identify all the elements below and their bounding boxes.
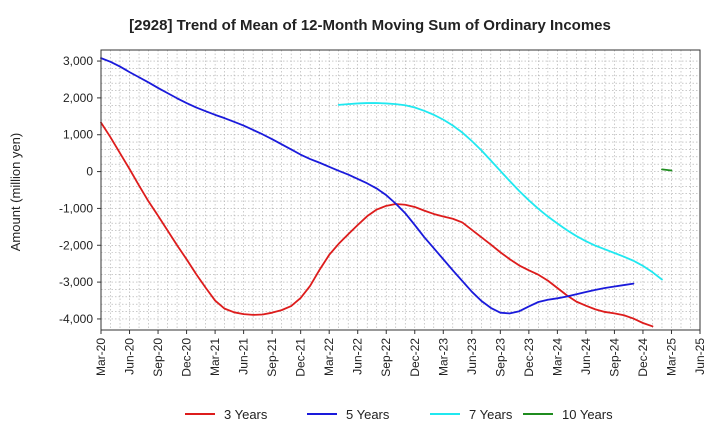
x-tick-label: Jun-21 xyxy=(237,338,251,375)
x-tick-label: Jun-23 xyxy=(465,338,479,375)
y-tick-label: -3,000 xyxy=(59,275,93,289)
x-tick-label: Mar-22 xyxy=(322,338,336,376)
x-tick-label: Mar-21 xyxy=(208,338,222,376)
chart-title: [2928] Trend of Mean of 12-Month Moving … xyxy=(129,17,611,34)
x-tick-label: Dec-22 xyxy=(408,338,422,377)
x-tick-label: Dec-21 xyxy=(294,338,308,377)
x-tick-label: Sep-24 xyxy=(607,338,621,377)
series-line-3-years xyxy=(100,121,654,328)
x-tick-label: Dec-20 xyxy=(180,338,194,377)
y-tick-label: 0 xyxy=(86,165,93,179)
x-axis-ticks: Mar-20 Jun-20 Sep-20 Dec-20 Mar-21 Jun-21 Sep-… xyxy=(94,330,707,377)
x-tick-label: Mar-20 xyxy=(94,338,108,376)
series-line-5-years xyxy=(100,57,635,315)
series-line-7-years xyxy=(337,102,663,281)
x-tick-label: Sep-20 xyxy=(151,338,165,377)
legend: 3 Years 5 Years 7 Years 10 Years xyxy=(185,407,613,422)
y-tick-label: 2,000 xyxy=(63,91,93,105)
x-tick-label: Mar-25 xyxy=(664,338,678,376)
y-tick-label: -4,000 xyxy=(59,312,93,326)
y-tick-label: -2,000 xyxy=(59,238,93,252)
x-tick-label: Mar-23 xyxy=(436,338,450,376)
y-axis-ticks: 3,000 2,000 1,000 0 -1,000 -2,000 -3,000 -4,000 xyxy=(59,54,101,326)
legend-label: 5 Years xyxy=(346,407,390,422)
series-group xyxy=(100,57,673,328)
x-tick-label: Sep-21 xyxy=(265,338,279,377)
x-tick-label: Jun-20 xyxy=(123,338,137,375)
y-tick-label: -1,000 xyxy=(59,201,93,215)
x-tick-label: Sep-23 xyxy=(493,338,507,377)
x-tick-label: Dec-24 xyxy=(636,338,650,377)
legend-label: 3 Years xyxy=(224,407,268,422)
legend-label: 7 Years xyxy=(469,407,513,422)
y-axis-label: Amount (million yen) xyxy=(8,133,23,252)
grid xyxy=(101,50,700,330)
x-tick-label: Jun-24 xyxy=(579,338,593,375)
y-tick-label: 3,000 xyxy=(63,54,93,68)
x-tick-label: Jun-25 xyxy=(693,338,707,375)
y-tick-label: 1,000 xyxy=(63,128,93,142)
x-tick-label: Jun-22 xyxy=(351,338,365,375)
legend-label: 10 Years xyxy=(562,407,613,422)
plot-frame xyxy=(100,49,701,331)
x-tick-label: Mar-24 xyxy=(550,338,564,376)
series-line-10-years xyxy=(661,168,673,172)
x-tick-label: Sep-22 xyxy=(379,338,393,377)
x-tick-label: Dec-23 xyxy=(522,338,536,377)
